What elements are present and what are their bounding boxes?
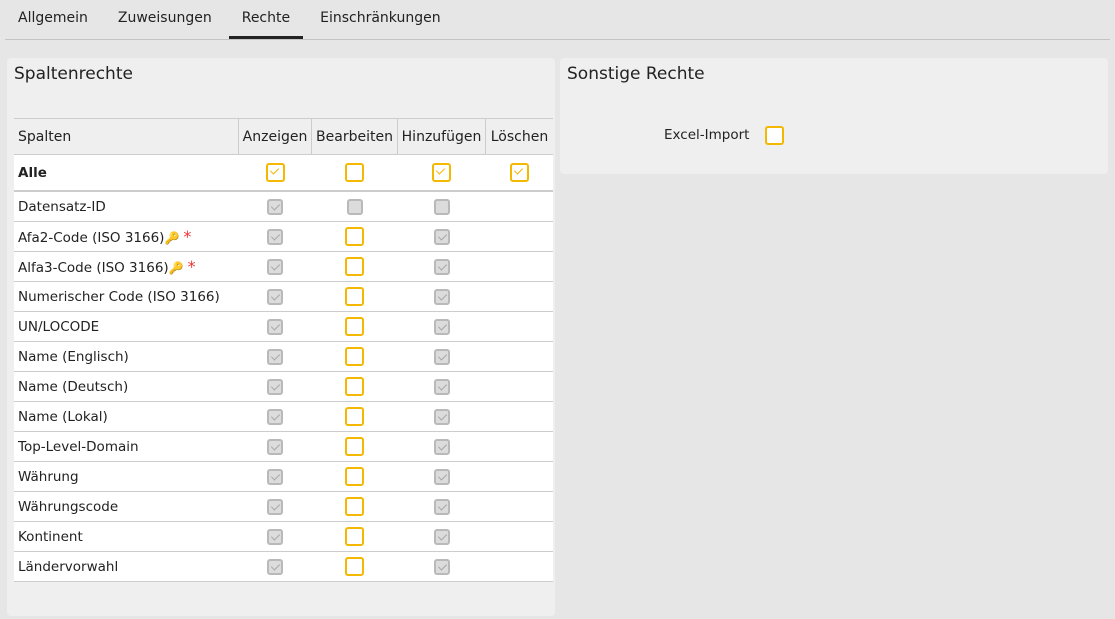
hinzufuegen-checkbox — [433, 468, 450, 485]
anzeigen-checkbox — [267, 318, 283, 335]
table-row-all: Alle — [14, 154, 553, 192]
hinzufuegen-checkbox — [433, 228, 450, 245]
anzeigen-checkbox — [267, 408, 283, 425]
table-row: Datensatz-ID — [14, 191, 553, 222]
table-row: Währung — [14, 461, 553, 492]
hinzufuegen-checkbox — [433, 558, 450, 575]
table-row: UN/LOCODE — [14, 311, 553, 342]
row-label: Kontinent — [18, 528, 83, 545]
bearbeiten-checkbox[interactable] — [345, 527, 364, 546]
row-label: Alle — [14, 154, 239, 192]
loeschen-checkbox[interactable] — [509, 163, 529, 182]
anzeigen-checkbox[interactable] — [265, 163, 285, 182]
bearbeiten-checkbox[interactable] — [345, 317, 364, 336]
hinzufuegen-checkbox — [433, 288, 450, 305]
row-label: Währungscode — [18, 498, 119, 515]
bearbeiten-checkbox[interactable] — [345, 163, 364, 182]
hinzufuegen-checkbox[interactable] — [432, 163, 451, 182]
hinzufuegen-checkbox — [433, 408, 450, 425]
row-label: Name (Lokal) — [18, 408, 108, 425]
anzeigen-checkbox — [267, 378, 283, 395]
bearbeiten-checkbox[interactable] — [345, 437, 364, 456]
hinzufuegen-checkbox — [433, 528, 450, 545]
tab-rechte[interactable]: Rechte — [228, 0, 304, 39]
row-label: Name (Englisch) — [18, 348, 129, 365]
row-label: Numerischer Code (ISO 3166) — [18, 288, 220, 305]
hinzufuegen-checkbox — [433, 348, 450, 365]
row-label: UN/LOCODE — [18, 318, 100, 335]
tab-einschränkungen[interactable]: Einschränkungen — [320, 10, 441, 26]
bearbeiten-checkbox[interactable] — [345, 467, 364, 486]
anzeigen-checkbox — [267, 498, 283, 515]
panel-title: Sonstige Rechte — [567, 64, 705, 84]
bearbeiten-checkbox[interactable] — [345, 347, 364, 366]
column-header: Löschen — [485, 118, 553, 155]
panel-title: Spaltenrechte — [14, 64, 133, 84]
bearbeiten-checkbox — [346, 198, 363, 215]
bearbeiten-checkbox[interactable] — [345, 377, 364, 396]
excel-import-checkbox[interactable] — [765, 126, 784, 145]
table-row: Ländervorwahl — [14, 551, 553, 582]
anzeigen-checkbox — [267, 258, 283, 275]
column-rights-panel: Spaltenrechte Spalten Anzeigen Bearbeiten H… — [7, 58, 555, 616]
column-header: Spalten — [14, 118, 239, 155]
required-icon: * — [187, 257, 196, 276]
other-rights-panel: Sonstige Rechte Excel-Import — [560, 58, 1108, 174]
key-icon: 🔑 — [164, 231, 180, 245]
row-label: Afa2-Code (ISO 3166) — [18, 230, 165, 246]
table-row: Alfa3-Code (ISO 3166)🔑 * — [14, 251, 553, 282]
hinzufuegen-checkbox — [433, 378, 450, 395]
bearbeiten-checkbox[interactable] — [345, 407, 364, 426]
table-row: Name (Deutsch) — [14, 371, 553, 402]
bearbeiten-checkbox[interactable] — [345, 287, 364, 306]
tab-zuweisungen[interactable]: Zuweisungen — [117, 10, 212, 26]
table-row: Top-Level-Domain — [14, 431, 553, 462]
anzeigen-checkbox — [267, 528, 283, 545]
table-row: Kontinent — [14, 521, 553, 552]
hinzufuegen-checkbox — [433, 438, 450, 455]
key-icon: 🔑 — [168, 261, 184, 275]
row-label: Name (Deutsch) — [18, 378, 129, 395]
excel-import-label: Excel-Import — [664, 127, 750, 143]
hinzufuegen-checkbox — [433, 198, 450, 215]
table-row: Name (Englisch) — [14, 341, 553, 372]
anzeigen-checkbox — [267, 288, 283, 305]
bearbeiten-checkbox[interactable] — [345, 557, 364, 576]
anzeigen-checkbox — [267, 198, 283, 215]
hinzufuegen-checkbox — [433, 498, 450, 515]
column-header: Bearbeiten — [311, 118, 398, 155]
column-header: Hinzufügen — [397, 118, 486, 155]
anzeigen-checkbox — [267, 438, 283, 455]
bearbeiten-checkbox[interactable] — [345, 497, 364, 516]
anzeigen-checkbox — [267, 228, 283, 245]
tab-bar: Allgemein Zuweisungen Rechte Einschränkunge… — [5, 0, 1110, 40]
table-row: Afa2-Code (ISO 3166)🔑 * — [14, 221, 553, 252]
bearbeiten-checkbox[interactable] — [345, 257, 364, 276]
hinzufuegen-checkbox — [433, 258, 450, 275]
row-label: Ländervorwahl — [18, 558, 119, 575]
row-label: Top-Level-Domain — [18, 438, 139, 455]
required-icon: * — [183, 227, 192, 246]
row-label: Währung — [18, 468, 79, 485]
anzeigen-checkbox — [267, 468, 283, 485]
bearbeiten-checkbox[interactable] — [345, 227, 364, 246]
anzeigen-checkbox — [267, 348, 283, 365]
anzeigen-checkbox — [267, 558, 283, 575]
hinzufuegen-checkbox — [433, 318, 450, 335]
column-header: Anzeigen — [238, 118, 312, 155]
row-label: Alfa3-Code (ISO 3166) — [18, 260, 169, 276]
column-rights-table: Spalten Anzeigen Bearbeiten Hinzufügen Lösch… — [14, 118, 553, 582]
table-row: Währungscode — [14, 491, 553, 522]
row-label: Datensatz-ID — [18, 198, 106, 215]
tab-allgemein[interactable]: Allgemein — [18, 10, 88, 26]
table-row: Numerischer Code (ISO 3166) — [14, 281, 553, 312]
table-row: Name (Lokal) — [14, 401, 553, 432]
